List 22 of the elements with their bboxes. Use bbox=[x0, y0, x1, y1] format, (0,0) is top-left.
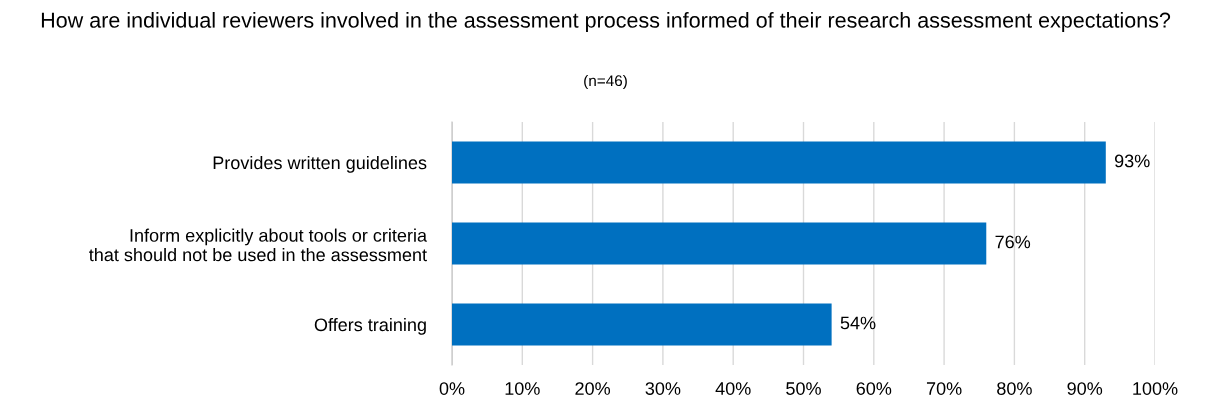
data-label: 93% bbox=[1114, 154, 1150, 168]
x-tick-label: 40% bbox=[715, 382, 751, 395]
x-tick-label: 60% bbox=[856, 382, 892, 395]
bar bbox=[452, 303, 832, 346]
x-tick-label: 0% bbox=[439, 382, 465, 395]
bar bbox=[452, 141, 1106, 184]
y-tick-label: Offers training bbox=[314, 317, 426, 335]
data-label: 76% bbox=[995, 235, 1031, 249]
chart-title: How are individual reviewers involved in the assessment process informed of their research assessment expectations? bbox=[41, 12, 1171, 33]
x-tick-label: 80% bbox=[997, 382, 1032, 395]
x-tick-label: 90% bbox=[1067, 382, 1103, 395]
y-tick-label: Inform explicitly about tools or criteria that should not be used in the assessment bbox=[89, 228, 428, 262]
bar bbox=[452, 222, 987, 265]
x-tick-label: 100% bbox=[1133, 382, 1178, 395]
x-tick-label: 20% bbox=[575, 382, 611, 395]
x-tick-label: 30% bbox=[645, 382, 681, 395]
x-tick-label: 70% bbox=[926, 382, 962, 395]
x-tick-label: 50% bbox=[786, 382, 821, 395]
chart-subtitle: (n=46) bbox=[584, 74, 627, 90]
data-label: 54% bbox=[840, 316, 876, 330]
x-tick-label: 10% bbox=[505, 382, 540, 395]
y-tick-label: Provides written guidelines bbox=[213, 155, 427, 173]
